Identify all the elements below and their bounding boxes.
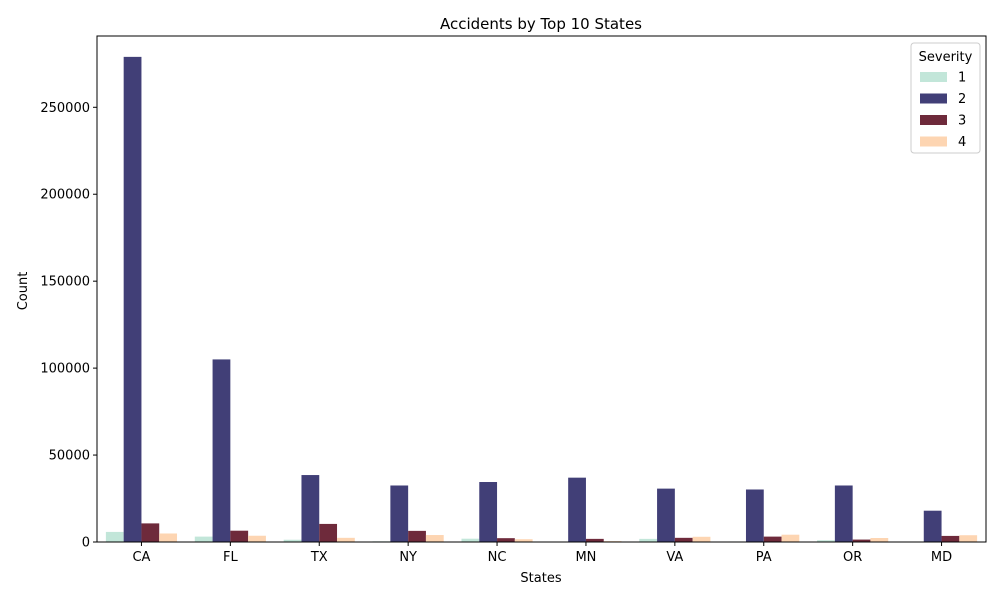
bar-or-severity-4 <box>870 538 889 542</box>
y-tick-label: 50000 <box>49 449 90 464</box>
x-tick-label: MN <box>575 550 596 565</box>
bar-tx-severity-2 <box>301 475 320 542</box>
bar-nc-severity-2 <box>479 482 498 542</box>
plot-frame <box>96 35 987 543</box>
legend-swatch-severity-3 <box>920 115 947 125</box>
x-axis-label: States <box>520 571 561 586</box>
y-tick-label: 200000 <box>40 188 90 203</box>
y-tick-label: 0 <box>82 536 90 551</box>
bar-ny-severity-2 <box>390 485 409 542</box>
bar-fl-severity-2 <box>212 359 231 542</box>
y-tick-label: 250000 <box>40 101 90 116</box>
bar-tx-severity-1 <box>283 539 302 542</box>
x-tick-label: CA <box>132 550 150 565</box>
legend-title: Severity <box>919 50 973 65</box>
legend-swatch-severity-2 <box>920 93 947 104</box>
y-tick-label: 150000 <box>40 275 90 290</box>
x-tick-label: MD <box>931 550 952 565</box>
legend-label-severity-4: 4 <box>958 135 966 150</box>
bar-nc-severity-1 <box>461 538 480 542</box>
bar-md-severity-3 <box>941 535 960 542</box>
bar-tx-severity-4 <box>337 537 355 542</box>
bar-mn-severity-3 <box>585 538 604 542</box>
bar-pa-severity-3 <box>763 536 782 542</box>
bar-ca-severity-3 <box>141 523 160 542</box>
bar-fl-severity-3 <box>230 530 249 542</box>
bar-pa-severity-2 <box>745 489 764 542</box>
bars <box>105 56 978 543</box>
bar-pa-severity-4 <box>781 534 800 542</box>
axes: 0 50000 100000 150000 200000 250000 CA FL TX NY NC… <box>40 35 987 565</box>
legend-swatch-severity-4 <box>920 136 947 147</box>
legend: Severity 1 2 3 4 <box>910 42 981 154</box>
bar-va-severity-3 <box>674 537 693 542</box>
bar-fl-severity-4 <box>248 535 266 542</box>
x-tick-label: VA <box>666 550 683 565</box>
bar-fl-severity-1 <box>194 536 213 542</box>
bar-or-severity-1 <box>817 540 835 542</box>
legend-label-severity-2: 2 <box>958 92 966 107</box>
x-tick-label: OR <box>843 550 862 565</box>
x-tick-label: NY <box>399 550 417 565</box>
bar-md-severity-2 <box>923 510 942 542</box>
legend-label-severity-1: 1 <box>958 71 966 86</box>
legend-swatch-severity-1 <box>920 72 947 82</box>
bar-va-severity-1 <box>639 538 658 542</box>
x-tick-label: FL <box>223 550 238 565</box>
bar-md-severity-4 <box>959 535 978 542</box>
x-tick-label: NC <box>488 550 507 565</box>
bar-nc-severity-4 <box>514 539 533 542</box>
x-tick-label: TX <box>310 550 328 565</box>
bar-va-severity-2 <box>657 488 675 542</box>
bar-ca-severity-1 <box>105 531 124 542</box>
bar-va-severity-4 <box>692 536 711 542</box>
y-axis-label: Count <box>16 272 31 311</box>
x-tick-label: PA <box>756 550 772 565</box>
bar-ny-severity-3 <box>408 530 426 542</box>
bar-ny-severity-4 <box>425 535 444 542</box>
bar-tx-severity-3 <box>319 523 338 542</box>
bar-or-severity-2 <box>834 485 853 542</box>
y-tick-label: 100000 <box>40 362 90 377</box>
bar-ca-severity-2 <box>123 56 142 543</box>
legend-label-severity-3: 3 <box>958 114 966 129</box>
chart-title: Accidents by Top 10 States <box>440 15 642 33</box>
bar-or-severity-3 <box>852 539 871 542</box>
bar-nc-severity-3 <box>497 538 515 542</box>
bar-ca-severity-4 <box>159 533 178 542</box>
bar-mn-severity-2 <box>568 477 586 542</box>
